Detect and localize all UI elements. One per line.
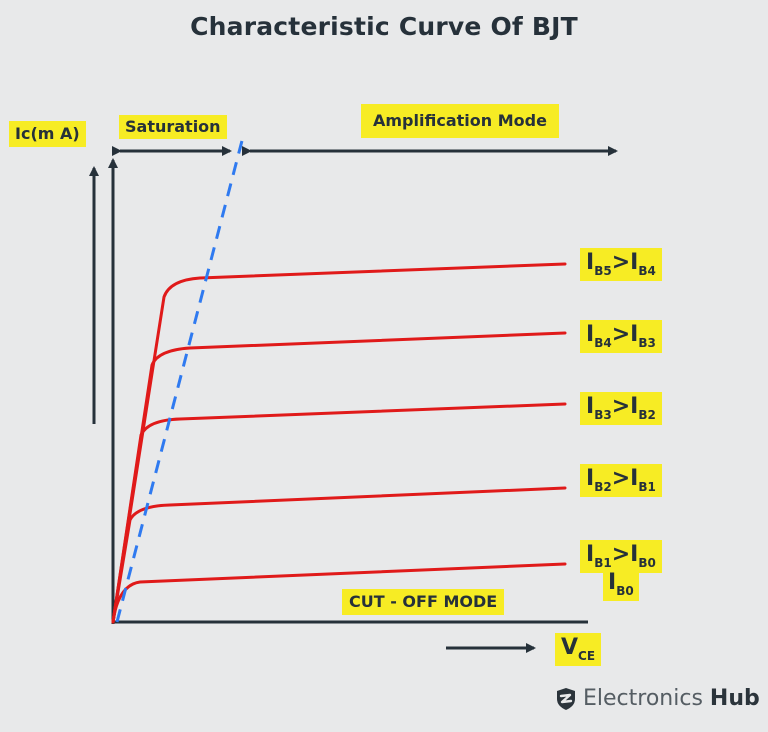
curve-ib2 [111,486,567,624]
ib0-label: IB0 [603,570,639,601]
curve-label-ib1: IB1>IB0 [580,540,662,573]
saturation-boundary-line [115,132,246,623]
vce-label: VCE [555,633,602,666]
curve-ib5 [111,262,567,624]
curve-label-ib2: IB2>IB1 [580,464,662,497]
curve-ib4 [111,331,567,624]
curve-label-ib5: IB5>IB4 [580,248,662,281]
saturation-label: Saturation [119,115,227,139]
shield-icon [557,687,575,710]
amplification-label: Amplification Mode [361,104,559,138]
chart-title: Characteristic Curve Of BJT [190,12,578,41]
curve-ib3 [111,402,567,624]
ic-axis-label: Ic(m A) [9,121,86,147]
ic-curves [111,262,567,624]
curve-label-ib3: IB3>IB2 [580,392,662,425]
curve-label-ib4: IB4>IB3 [580,320,662,353]
cutoff-label: CUT - OFF MODE [342,589,505,615]
brand-logo: Electronics Hub [555,686,760,711]
